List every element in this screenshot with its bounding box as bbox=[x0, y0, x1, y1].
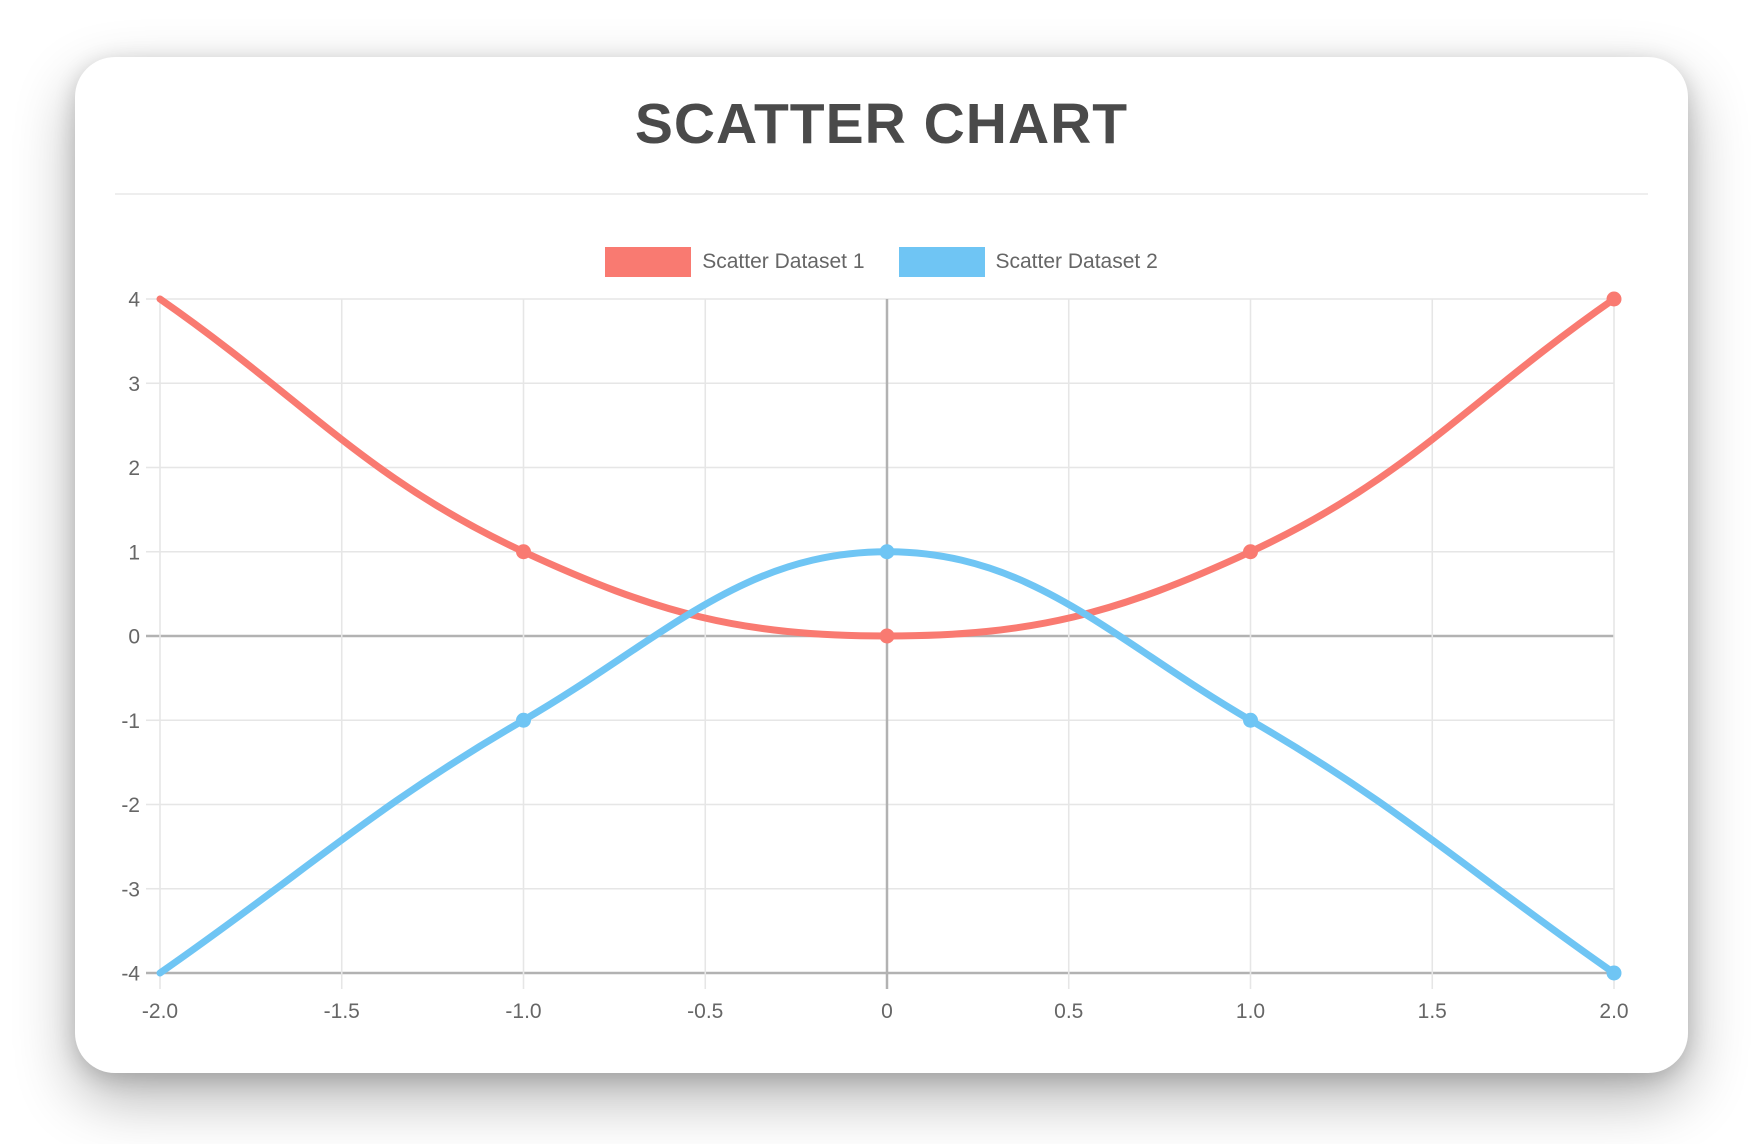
legend-label-dataset-2: Scatter Dataset 2 bbox=[995, 250, 1158, 273]
chart-legend: Scatter Dataset 1 Scatter Dataset 2 bbox=[75, 247, 1688, 277]
title-divider bbox=[115, 193, 1648, 195]
legend-swatch-dataset-1 bbox=[605, 247, 692, 277]
legend-item-dataset-1[interactable]: Scatter Dataset 1 bbox=[605, 247, 865, 277]
legend-swatch-dataset-2 bbox=[898, 247, 985, 277]
legend-item-dataset-2[interactable]: Scatter Dataset 2 bbox=[898, 247, 1158, 277]
chart-card: SCATTER CHART Scatter Dataset 1 Scatter … bbox=[75, 57, 1688, 1073]
chart-title: SCATTER CHART bbox=[634, 92, 1129, 156]
legend-label-dataset-1: Scatter Dataset 1 bbox=[702, 250, 865, 273]
